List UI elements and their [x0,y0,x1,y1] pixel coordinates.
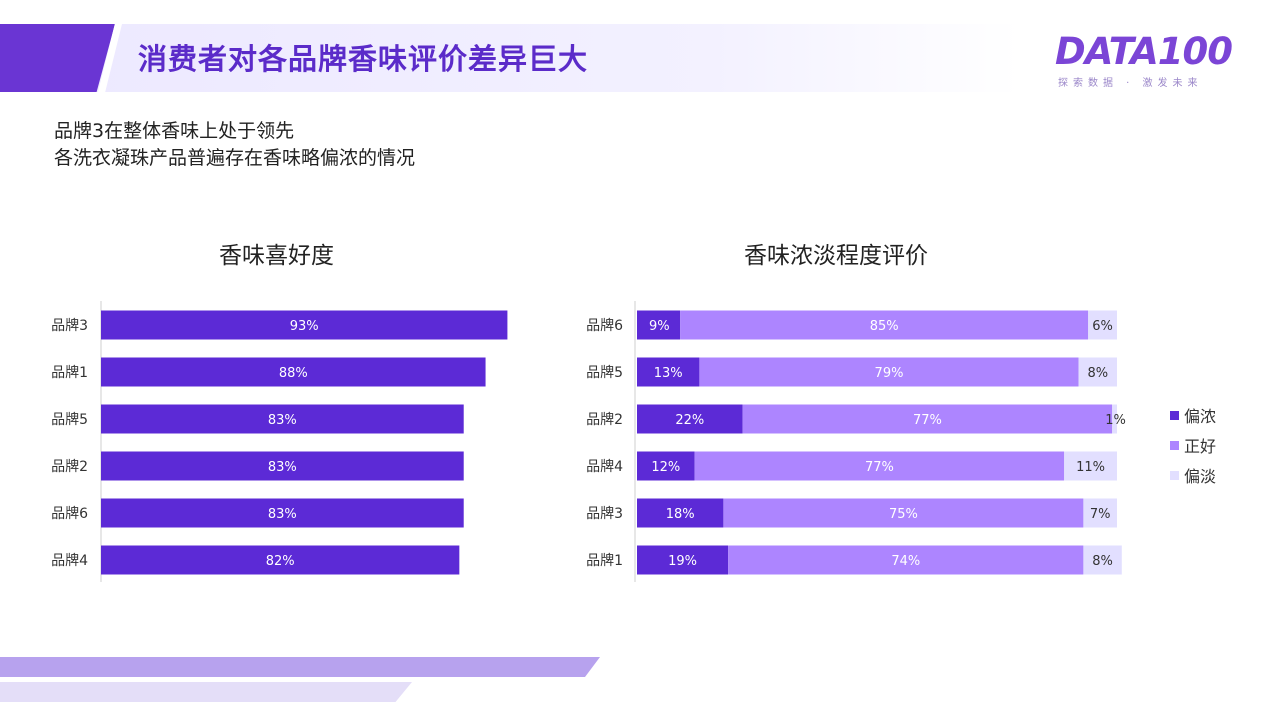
intensity-bar-segment [1064,451,1117,481]
legend: 偏浓 正好 偏淡 [1170,400,1216,490]
intensity-bar-segment [637,545,729,575]
intensity-data-label: 13% [654,366,683,381]
subtitle-line-2: 各洗衣凝珠产品普遍存在香味略偏浓的情况 [54,147,416,169]
logo-tagline: 探索数据 · 激发未来 [1058,78,1203,89]
intensity-bar-segment [1083,498,1117,528]
intensity-bar-segment [742,404,1113,434]
preference-category-label: 品牌1 [51,364,88,381]
intensity-bar-segment [728,545,1084,575]
preference-chart: 品牌3 93% 品牌1 88% 品牌5 83% 品牌2 83% 品牌6 83% 品牌4 82% [51,301,508,582]
intensity-bar-segment [637,404,743,434]
preference-data-label: 93% [290,319,319,334]
preference-category-label: 品牌4 [51,552,88,569]
preference-bar [101,404,464,434]
intensity-data-label: 85% [870,319,899,334]
intensity-bar-segment [637,357,700,387]
preference-category-label: 品牌5 [51,411,88,428]
intensity-data-label: 77% [913,413,942,428]
logo: DATA100 探索数据 · 激发未来 [1055,30,1245,90]
header-band [0,24,1020,92]
intensity-bar-segment [637,310,681,340]
intensity-data-label: 1% [1105,413,1126,428]
preference-bar [101,310,508,340]
intensity-bar-segment [680,310,1089,340]
intensity-bar-segment [694,451,1065,481]
intensity-chart: 品牌6 9% 85% 6% 品牌5 13% 79% 8% 品牌2 22% 77% 1% 品牌4 12% 77… [586,301,1126,582]
preference-category-label: 品牌3 [51,317,88,334]
intensity-bar-segment [1083,545,1122,575]
intensity-category-label: 品牌2 [586,411,623,428]
intensity-category-label: 品牌1 [586,552,623,569]
preference-category-label: 品牌6 [51,505,88,522]
intensity-data-label: 11% [1076,460,1105,475]
intensity-bar-segment [1112,404,1117,434]
intensity-data-label: 77% [865,460,894,475]
legend-label-strong: 偏浓 [1184,407,1217,426]
chart-title-intensity: 香味浓淡程度评价 [744,243,928,269]
intensity-data-label: 79% [875,366,904,381]
legend-item-right: 正好 [1170,430,1216,460]
intensity-data-label: 22% [675,413,704,428]
intensity-data-label: 19% [668,554,697,569]
subtitle-line-1: 品牌3在整体香味上处于领先 [54,120,295,142]
legend-label-light: 偏淡 [1184,467,1217,486]
preference-data-label: 83% [268,460,297,475]
preference-bar [101,545,460,575]
intensity-bar-segment [699,357,1079,387]
legend-swatch-right [1170,440,1179,450]
intensity-data-label: 18% [666,507,695,522]
intensity-bar-segment [1078,357,1117,387]
logo-text: DATA100 [1055,30,1233,73]
legend-swatch-strong [1170,410,1179,420]
preference-data-label: 88% [279,366,308,381]
preference-bar [101,357,486,387]
preference-data-label: 82% [266,554,295,569]
preference-category-label: 品牌2 [51,458,88,475]
intensity-bar-segment [1088,310,1117,340]
preference-data-label: 83% [268,507,297,522]
intensity-data-label: 7% [1090,507,1111,522]
legend-swatch-light [1170,470,1179,480]
chart-title-preference: 香味喜好度 [219,243,334,269]
intensity-data-label: 8% [1092,554,1113,569]
legend-item-light: 偏淡 [1170,460,1216,490]
intensity-category-label: 品牌6 [586,317,623,334]
legend-label-right: 正好 [1184,437,1217,456]
intensity-data-label: 6% [1092,319,1113,334]
intensity-bar-segment [637,451,695,481]
header-accent [0,24,115,92]
intensity-data-label: 12% [651,460,680,475]
intensity-category-label: 品牌4 [586,458,623,475]
footer-stripe-2 [0,682,412,702]
intensity-category-label: 品牌5 [586,364,623,381]
page-title: 消费者对各品牌香味评价差异巨大 [138,42,589,76]
intensity-category-label: 品牌3 [586,505,623,522]
intensity-data-label: 75% [889,507,918,522]
footer-stripe-1 [0,657,600,677]
intensity-bar-segment [723,498,1084,528]
intensity-data-label: 8% [1087,366,1108,381]
intensity-bar-segment [637,498,724,528]
legend-item-strong: 偏浓 [1170,400,1216,430]
preference-bar [101,451,464,481]
preference-data-label: 83% [268,413,297,428]
intensity-data-label: 74% [891,554,920,569]
preference-bar [101,498,464,528]
intensity-data-label: 9% [649,319,670,334]
